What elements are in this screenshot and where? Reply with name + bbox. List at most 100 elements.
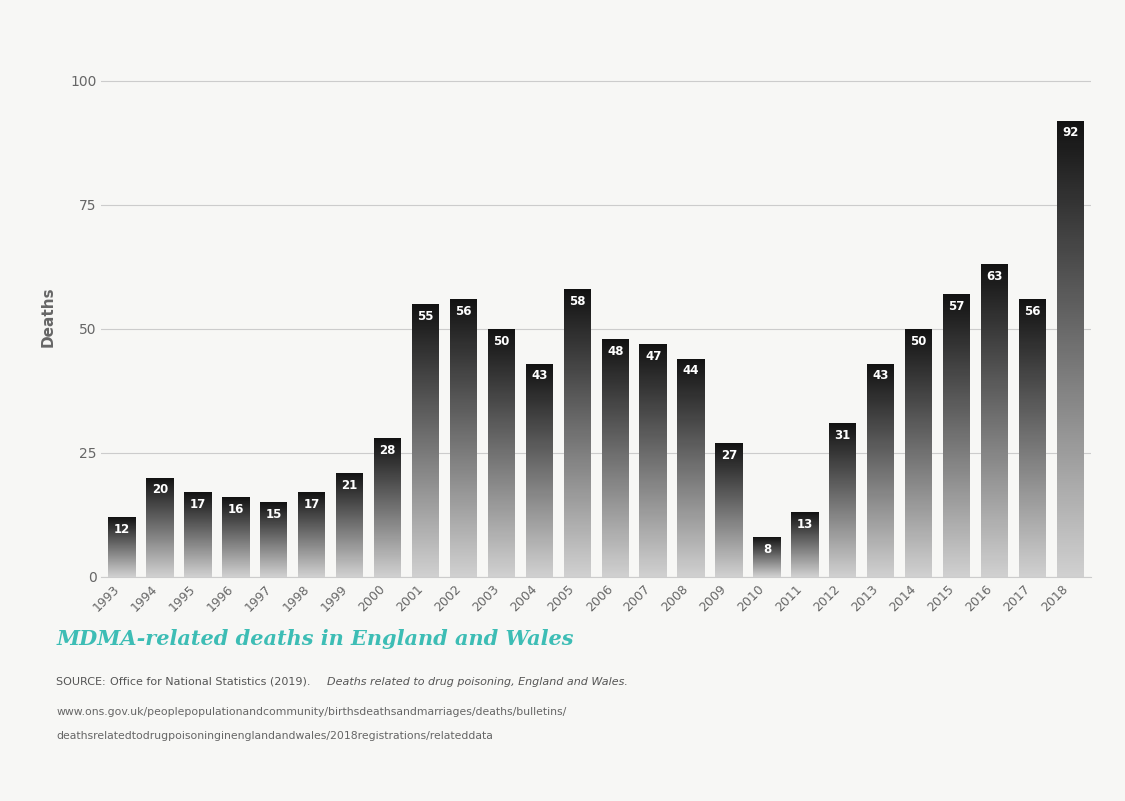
Bar (525, 532, 554, 533)
Bar (450, 367, 477, 368)
Bar (450, 429, 477, 431)
Bar (412, 330, 439, 332)
Bar (412, 387, 439, 388)
Bar (943, 346, 970, 348)
Bar (981, 383, 1008, 384)
Bar (602, 505, 629, 506)
Bar (450, 350, 477, 352)
Bar (639, 564, 667, 565)
Bar (412, 493, 439, 495)
Bar (981, 461, 1008, 463)
Bar (1056, 271, 1084, 273)
Bar (602, 373, 629, 374)
Bar (677, 379, 704, 380)
Bar (639, 489, 667, 490)
Bar (904, 432, 933, 433)
Bar (904, 348, 933, 350)
Bar (1019, 414, 1046, 416)
Bar (564, 562, 591, 564)
Bar (602, 385, 629, 386)
Bar (639, 571, 667, 572)
Bar (904, 330, 933, 332)
Bar (904, 545, 933, 547)
Bar (450, 420, 477, 421)
Bar (867, 535, 894, 536)
Bar (639, 566, 667, 567)
Bar (602, 572, 629, 574)
Bar (564, 392, 591, 394)
Bar (639, 446, 667, 448)
Bar (564, 387, 591, 388)
Bar (488, 386, 515, 387)
Bar (867, 447, 894, 448)
Bar (1019, 546, 1046, 548)
Bar (981, 569, 1008, 570)
Bar (602, 453, 629, 454)
Bar (904, 559, 933, 561)
Bar (525, 506, 554, 507)
Bar (867, 393, 894, 394)
Bar (639, 377, 667, 379)
Bar (867, 434, 894, 435)
Bar (639, 486, 667, 487)
Bar (981, 294, 1008, 296)
Bar (602, 403, 629, 405)
Bar (564, 493, 591, 495)
Bar (450, 575, 477, 577)
Bar (412, 384, 439, 386)
Bar (488, 412, 515, 413)
Text: 48: 48 (608, 344, 623, 358)
Bar (450, 539, 477, 541)
Bar (1019, 474, 1046, 475)
Bar (488, 461, 515, 463)
Bar (1019, 389, 1046, 391)
Bar (1019, 420, 1046, 421)
Bar (981, 279, 1008, 280)
Bar (639, 362, 667, 364)
Bar (867, 464, 894, 465)
Bar (1056, 540, 1084, 542)
Bar (488, 328, 515, 330)
Bar (564, 529, 591, 531)
Bar (904, 407, 933, 409)
Bar (412, 423, 439, 424)
Bar (1019, 503, 1046, 505)
Bar (1056, 342, 1084, 344)
Bar (450, 573, 477, 574)
Bar (943, 516, 970, 517)
Bar (904, 457, 933, 459)
Bar (639, 553, 667, 554)
Bar (450, 537, 477, 539)
Bar (525, 389, 554, 390)
Bar (412, 547, 439, 548)
Bar (1056, 175, 1084, 178)
Bar (639, 345, 667, 346)
Bar (412, 566, 439, 567)
Bar (677, 482, 704, 483)
Bar (943, 327, 970, 328)
Bar (904, 428, 933, 429)
Bar (943, 554, 970, 556)
Bar (677, 386, 704, 387)
Bar (981, 369, 1008, 371)
Bar (639, 570, 667, 571)
Bar (677, 564, 704, 565)
Bar (525, 563, 554, 564)
Bar (488, 572, 515, 573)
Bar (564, 502, 591, 503)
Bar (639, 439, 667, 441)
Bar (981, 264, 1008, 266)
Bar (904, 474, 933, 475)
Bar (525, 525, 554, 526)
Bar (488, 509, 515, 511)
Bar (1056, 237, 1084, 239)
Bar (564, 468, 591, 469)
Bar (1019, 392, 1046, 393)
Bar (1056, 346, 1084, 348)
Bar (450, 329, 477, 331)
Bar (525, 471, 554, 473)
Bar (981, 283, 1008, 284)
Bar (677, 502, 704, 504)
Bar (639, 417, 667, 418)
Bar (564, 430, 591, 432)
